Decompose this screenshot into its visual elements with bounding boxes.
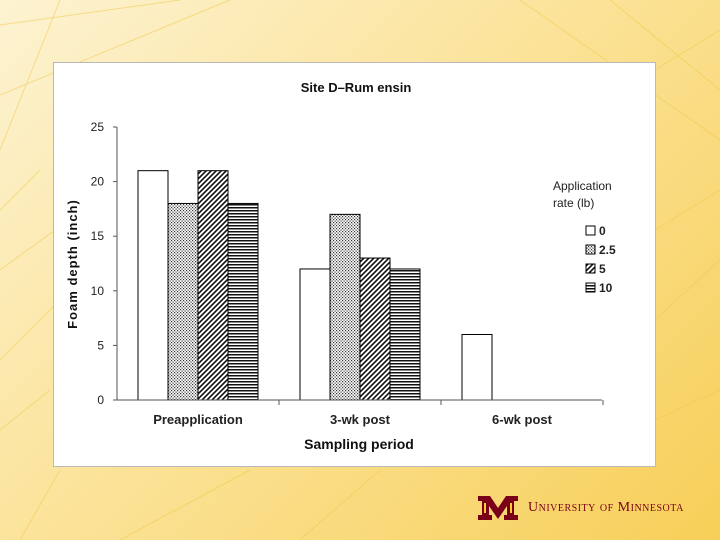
bar-3-wk-post-rate-0	[299, 268, 331, 401]
x-axis-ticks: Preapplication 3-wk post 6-wk post	[153, 400, 604, 427]
y-tick-label: 15	[91, 229, 105, 243]
university-name: University of Minnesota	[528, 500, 684, 515]
university-logo: University of Minnesota	[476, 494, 684, 522]
y-axis-ticks: 0 5 10 15 20 25	[91, 120, 117, 407]
bar-3-wk-post-rate-5	[359, 257, 391, 401]
x-tick-label: 6-wk post	[492, 412, 553, 427]
y-tick-label: 20	[91, 175, 105, 189]
y-tick-label: 0	[97, 393, 104, 407]
legend: 0 2.5 5 10	[585, 224, 616, 295]
legend-label: 5	[599, 262, 606, 276]
legend-swatch	[585, 225, 596, 236]
legend-swatch	[585, 282, 596, 293]
m-logo-icon	[478, 496, 518, 520]
y-axis-label: Foam depth (inch)	[65, 199, 80, 329]
bar-chart: Site D–Rum ensin Foam depth (inch) Sampl…	[65, 80, 616, 452]
bar-6-wk-post-rate-0	[461, 333, 493, 401]
y-tick-label: 25	[91, 120, 105, 134]
legend-label: 10	[599, 281, 613, 295]
bar-preapplication-rate-5	[197, 170, 229, 401]
legend-label: 2.5	[599, 243, 616, 257]
bar-preapplication-rate-2-5	[167, 202, 199, 401]
bar-3-wk-post-rate-2-5	[329, 213, 361, 401]
chart-panel: Site D–Rum ensin Foam depth (inch) Sampl…	[53, 62, 656, 467]
x-tick-label: 3-wk post	[330, 412, 391, 427]
x-tick-label: Preapplication	[153, 412, 243, 427]
chart-title: Site D–Rum ensin	[301, 80, 412, 95]
bars	[137, 170, 493, 401]
legend-swatch	[585, 263, 596, 274]
legend-label: 0	[599, 224, 606, 238]
legend-swatch	[585, 244, 596, 255]
y-tick-label: 10	[91, 284, 105, 298]
y-tick-label: 5	[97, 338, 104, 352]
bar-3-wk-post-rate-10	[389, 268, 421, 401]
bar-preapplication-rate-10	[227, 202, 259, 401]
legend-title-line2: rate (lb)	[553, 196, 594, 210]
x-axis-label: Sampling period	[304, 436, 414, 452]
bar-preapplication-rate-0	[137, 170, 169, 401]
legend-title-line1: Application	[553, 179, 612, 193]
